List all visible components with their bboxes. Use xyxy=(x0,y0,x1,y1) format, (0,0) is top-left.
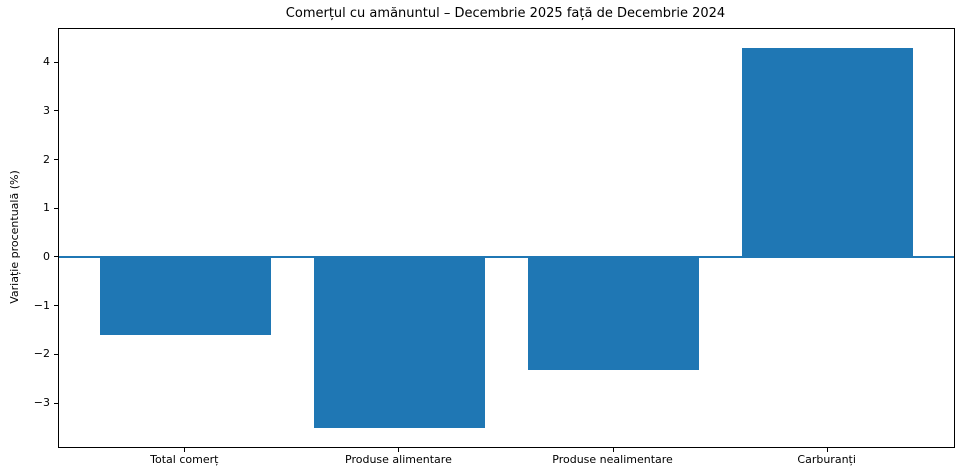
y-tick-mark xyxy=(54,256,58,258)
x-tick-mark xyxy=(398,448,400,452)
y-tick-mark xyxy=(54,305,58,307)
x-tick-mark xyxy=(184,448,186,452)
plot-area xyxy=(58,28,955,448)
y-tick-mark xyxy=(54,159,58,161)
x-tick-label-0: Total comerț xyxy=(150,453,219,466)
bar-0 xyxy=(99,257,271,336)
x-tick-label-3: Carburanți xyxy=(797,453,856,466)
y-tick-label: 1 xyxy=(43,201,50,215)
zero-line xyxy=(59,256,954,259)
x-tick-label-2: Produse nealimentare xyxy=(552,453,673,466)
y-tick-label: 2 xyxy=(43,152,50,166)
y-tick-label: 3 xyxy=(43,103,50,117)
bar-2 xyxy=(527,257,700,370)
y-tick-label: −3 xyxy=(33,396,50,410)
y-tick-label: 4 xyxy=(43,55,50,69)
y-tick-mark xyxy=(54,207,58,209)
y-tick-mark xyxy=(54,61,58,63)
x-tick-mark xyxy=(612,448,614,452)
bar-3 xyxy=(742,48,914,258)
y-tick-mark xyxy=(54,110,58,112)
y-tick-mark xyxy=(54,402,58,404)
chart-title: Comerțul cu amănuntul – Decembrie 2025 f… xyxy=(285,6,726,21)
x-tick-label-1: Produse alimentare xyxy=(345,453,452,466)
x-tick-mark xyxy=(826,448,828,452)
y-axis-label-text: Variație procentuală (%) xyxy=(8,170,21,304)
y-tick-label: −2 xyxy=(33,347,50,361)
y-tick-label: 0 xyxy=(43,249,50,263)
bar-1 xyxy=(313,257,486,428)
y-tick-label: −1 xyxy=(33,298,50,312)
y-tick-mark xyxy=(54,353,58,355)
